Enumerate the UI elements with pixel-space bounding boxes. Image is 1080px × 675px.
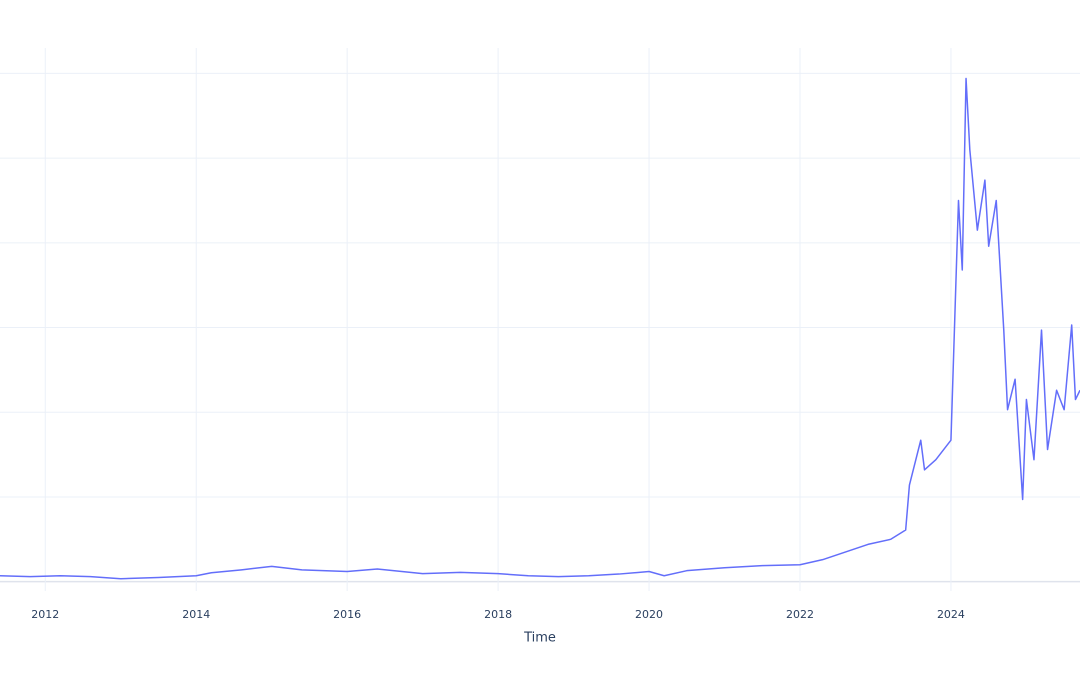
x-tick-label: 2018 [484, 608, 512, 621]
x-tick-label: 2014 [182, 608, 210, 621]
x-tick-label: 2022 [786, 608, 814, 621]
x-axis-title: Time [523, 631, 556, 646]
x-tick-label: 2012 [31, 608, 59, 621]
x-tick-label: 2016 [333, 608, 361, 621]
x-tick-label: 2024 [937, 608, 965, 621]
x-tick-label: 2020 [635, 608, 663, 621]
line [0, 77, 1080, 580]
